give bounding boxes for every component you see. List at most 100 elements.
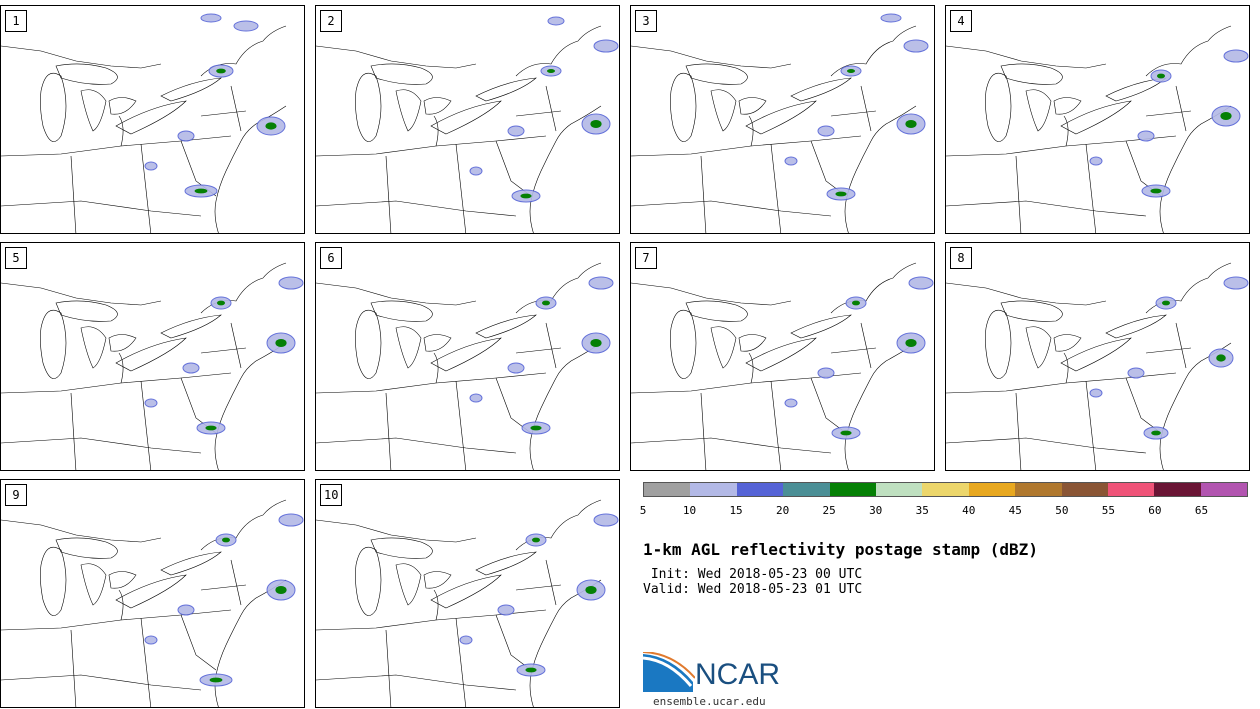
map-outline bbox=[700, 392, 707, 470]
map-outline bbox=[830, 25, 917, 77]
map-outline bbox=[515, 110, 562, 117]
map-outline bbox=[140, 380, 152, 470]
reflectivity-echo bbox=[144, 635, 158, 645]
map-outline bbox=[115, 574, 187, 609]
stamp-panel-7: 7 bbox=[630, 242, 935, 471]
map-outline bbox=[529, 105, 602, 233]
stamp-panel-9: 9 bbox=[0, 479, 305, 708]
reflectivity-core bbox=[590, 339, 602, 347]
colorbar-segment bbox=[968, 483, 1016, 496]
reflectivity-echo bbox=[593, 513, 619, 527]
map-outline bbox=[545, 85, 557, 132]
map-outline bbox=[748, 352, 754, 384]
map-outline bbox=[430, 574, 502, 609]
map-outline bbox=[844, 342, 917, 470]
reflectivity-echo bbox=[784, 156, 798, 166]
map-outline bbox=[433, 115, 439, 147]
map-outline bbox=[685, 300, 748, 322]
map-outline bbox=[515, 347, 562, 354]
map-outline bbox=[495, 614, 532, 671]
map-outline bbox=[1175, 322, 1187, 369]
map-outline bbox=[160, 551, 222, 576]
map-outline bbox=[214, 342, 287, 470]
map-svg bbox=[631, 262, 934, 470]
reflectivity-echo bbox=[547, 16, 565, 26]
map-outline bbox=[810, 377, 847, 434]
reflectivity-echo bbox=[784, 398, 798, 408]
reflectivity-core bbox=[1151, 430, 1161, 436]
colorbar-tick-label: 60 bbox=[1148, 504, 1162, 517]
map-outline bbox=[316, 674, 517, 691]
reflectivity-core bbox=[585, 586, 597, 594]
map-outline bbox=[1105, 314, 1167, 339]
map-outline bbox=[710, 89, 737, 132]
colorbar-tick-label: 20 bbox=[775, 504, 790, 517]
reflectivity-echo bbox=[1089, 156, 1103, 166]
site-url: ensemble.ucar.edu bbox=[653, 695, 766, 708]
colorbar-tick-label: 35 bbox=[915, 504, 929, 517]
member-number: 10 bbox=[320, 484, 343, 506]
colorbar-tick-label: 5 bbox=[639, 504, 647, 517]
map-outline bbox=[1053, 97, 1082, 115]
map-outline bbox=[230, 85, 242, 132]
reflectivity-echo bbox=[469, 393, 483, 403]
map-outline bbox=[770, 380, 782, 470]
map-outline bbox=[631, 200, 832, 217]
map-outline bbox=[40, 72, 67, 142]
colorbar-segment bbox=[1154, 483, 1201, 496]
map-outline bbox=[685, 63, 748, 85]
map-outline bbox=[108, 571, 137, 589]
map-outline bbox=[40, 309, 67, 379]
reflectivity-core bbox=[835, 191, 847, 197]
colorbar-segment bbox=[1015, 483, 1062, 496]
colorbar-tick-label: 45 bbox=[1008, 504, 1022, 517]
reflectivity-echo bbox=[144, 398, 158, 408]
reflectivity-echo bbox=[507, 125, 525, 137]
map-svg bbox=[316, 499, 619, 707]
member-number: 6 bbox=[320, 247, 342, 269]
reflectivity-echo bbox=[908, 276, 934, 290]
colorbar-tick-label: 10 bbox=[682, 504, 697, 517]
stamp-panel-4: 4 bbox=[945, 5, 1250, 234]
reflectivity-core bbox=[530, 425, 542, 431]
colorbar-tick-label: 15 bbox=[729, 504, 743, 517]
colorbar-segment bbox=[1200, 483, 1248, 496]
map-outline bbox=[140, 617, 152, 707]
reflectivity-echo bbox=[177, 604, 195, 616]
colorbar-segment bbox=[1107, 483, 1155, 496]
colorbar-tick-label: 55 bbox=[1101, 504, 1115, 517]
map-outline bbox=[1015, 155, 1022, 233]
member-number: 3 bbox=[635, 10, 657, 32]
map-outline bbox=[860, 322, 872, 369]
reflectivity-echo bbox=[817, 125, 835, 137]
member-number: 8 bbox=[950, 247, 972, 269]
reflectivity-echo bbox=[459, 635, 473, 645]
map-outline bbox=[316, 519, 477, 543]
reflectivity-core bbox=[532, 537, 540, 543]
map-outline bbox=[455, 617, 467, 707]
reflectivity-core bbox=[275, 339, 287, 347]
map-outline bbox=[545, 322, 557, 369]
map-outline bbox=[830, 262, 917, 314]
colorbar-tick-label: 65 bbox=[1194, 504, 1209, 517]
colorbar-tick-label: 50 bbox=[1055, 504, 1069, 517]
map-outline bbox=[80, 89, 107, 132]
colorbar bbox=[643, 482, 1248, 497]
member-number: 1 bbox=[5, 10, 27, 32]
map-outline bbox=[316, 372, 547, 394]
map-outline bbox=[529, 342, 602, 470]
map-outline bbox=[830, 110, 877, 117]
map-outline bbox=[985, 72, 1012, 142]
ncar-logo-text: NCAR bbox=[695, 658, 781, 691]
map-outline bbox=[70, 155, 77, 233]
map-outline bbox=[118, 115, 124, 147]
map-outline bbox=[200, 347, 247, 354]
map-outline bbox=[70, 392, 77, 470]
map-outline bbox=[423, 334, 452, 352]
map-outline bbox=[200, 584, 247, 591]
map-outline bbox=[670, 72, 697, 142]
map-outline bbox=[475, 77, 537, 102]
reflectivity-echo bbox=[1089, 388, 1103, 398]
map-outline bbox=[385, 155, 392, 233]
map-outline bbox=[1060, 100, 1132, 135]
